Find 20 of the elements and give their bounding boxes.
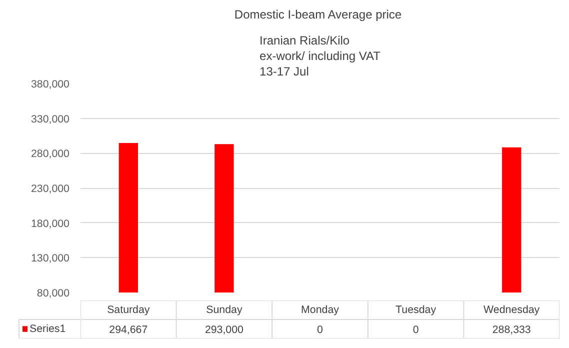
y-tick-label: 380,000 <box>30 78 70 90</box>
y-tick-label: 330,000 <box>30 113 70 126</box>
x-tick-label: Monday <box>301 304 340 316</box>
chart-title: Domestic I-beam Average price <box>234 8 402 22</box>
x-tick-label: Sunday <box>206 304 243 316</box>
y-tick-label: 80,000 <box>36 288 70 300</box>
y-tick-label: 280,000 <box>30 148 70 160</box>
x-tick-label: Wednesday <box>484 304 540 316</box>
y-tick-label: 180,000 <box>30 218 70 230</box>
x-tick-label: Tuesday <box>396 304 437 316</box>
data-label: 288,333 <box>492 324 531 336</box>
data-label: 293,000 <box>204 324 244 336</box>
y-tick-label: 130,000 <box>30 252 70 265</box>
x-tick-label: Saturday <box>107 304 150 316</box>
y-tick-label: 230,000 <box>30 183 70 195</box>
text: 0 <box>412 324 419 336</box>
data-label: 294,667 <box>109 324 148 336</box>
chart-subtitle: Iranian Rials/Kilo ex-work/ including VAT 13-17 Jul <box>260 34 382 78</box>
text: 0 <box>317 324 323 336</box>
legend-label: Series1 <box>30 323 66 335</box>
